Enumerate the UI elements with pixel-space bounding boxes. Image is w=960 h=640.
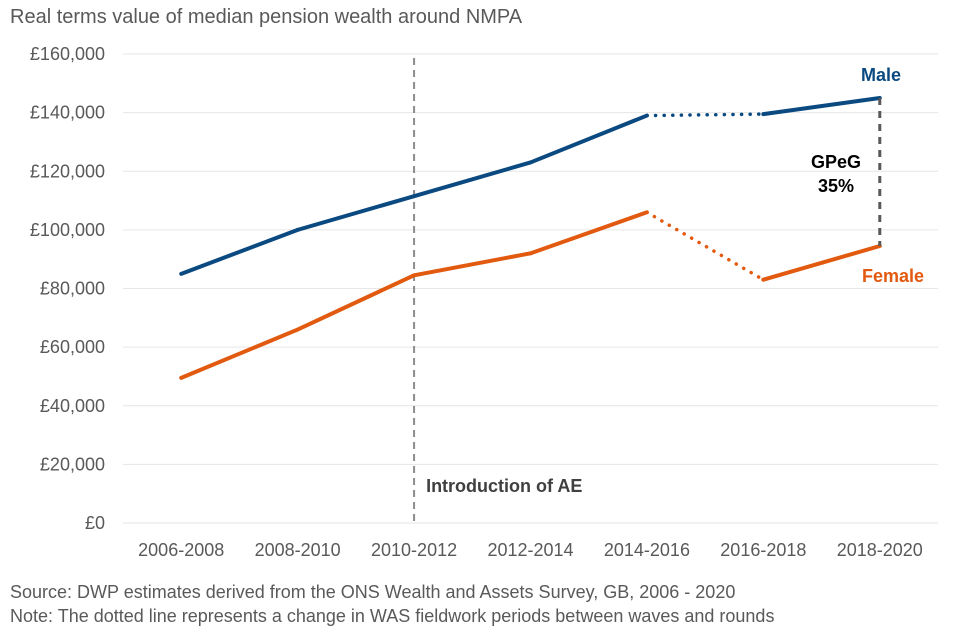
y-tick-label: £120,000 xyxy=(30,161,105,181)
female-series-label: Female xyxy=(862,266,924,286)
male-series-segment xyxy=(412,160,533,199)
y-tick-label: £100,000 xyxy=(30,220,105,240)
gap-value: 35% xyxy=(818,176,854,196)
male-series-segment xyxy=(528,113,649,165)
female-series-segment xyxy=(179,327,300,380)
x-tick-label: 2014-2016 xyxy=(604,540,690,560)
y-tick-label: £140,000 xyxy=(30,103,105,123)
x-tick-label: 2008-2010 xyxy=(255,540,341,560)
x-tick-label: 2016-2018 xyxy=(720,540,806,560)
gap-label: GPeG xyxy=(811,152,861,172)
y-tick-label: £40,000 xyxy=(40,396,105,416)
female-series-segment xyxy=(412,251,533,278)
male-series-label: Male xyxy=(861,65,901,85)
y-tick-label: £60,000 xyxy=(40,337,105,357)
x-tick-label: 2018-2020 xyxy=(837,540,923,560)
y-tick-label: £20,000 xyxy=(40,454,105,474)
female-series-segment xyxy=(761,243,882,282)
male-series-segment xyxy=(179,227,300,276)
chart-title: Real terms value of median pension wealt… xyxy=(10,6,523,28)
male-series-segment xyxy=(761,95,882,117)
female-series-segment xyxy=(528,210,649,256)
female-series-segment xyxy=(295,273,417,332)
male-series-segment xyxy=(295,194,417,232)
x-tick-label: 2012-2014 xyxy=(487,540,573,560)
female-series-segment xyxy=(645,210,766,282)
x-tick-label: 2010-2012 xyxy=(371,540,457,560)
y-tick-label: £80,000 xyxy=(40,279,105,299)
y-tick-label: £160,000 xyxy=(30,44,105,64)
source-note: Source: DWP estimates derived from the O… xyxy=(10,582,736,602)
chart-notes: Source: DWP estimates derived from the O… xyxy=(10,580,774,628)
dotted-line-note: Note: The dotted line represents a chang… xyxy=(10,606,775,626)
y-tick-label: £0 xyxy=(85,513,105,533)
male-series-segment xyxy=(645,112,766,118)
x-tick-label: 2006-2008 xyxy=(138,540,224,560)
ae-introduction-label: Introduction of AE xyxy=(426,476,582,496)
